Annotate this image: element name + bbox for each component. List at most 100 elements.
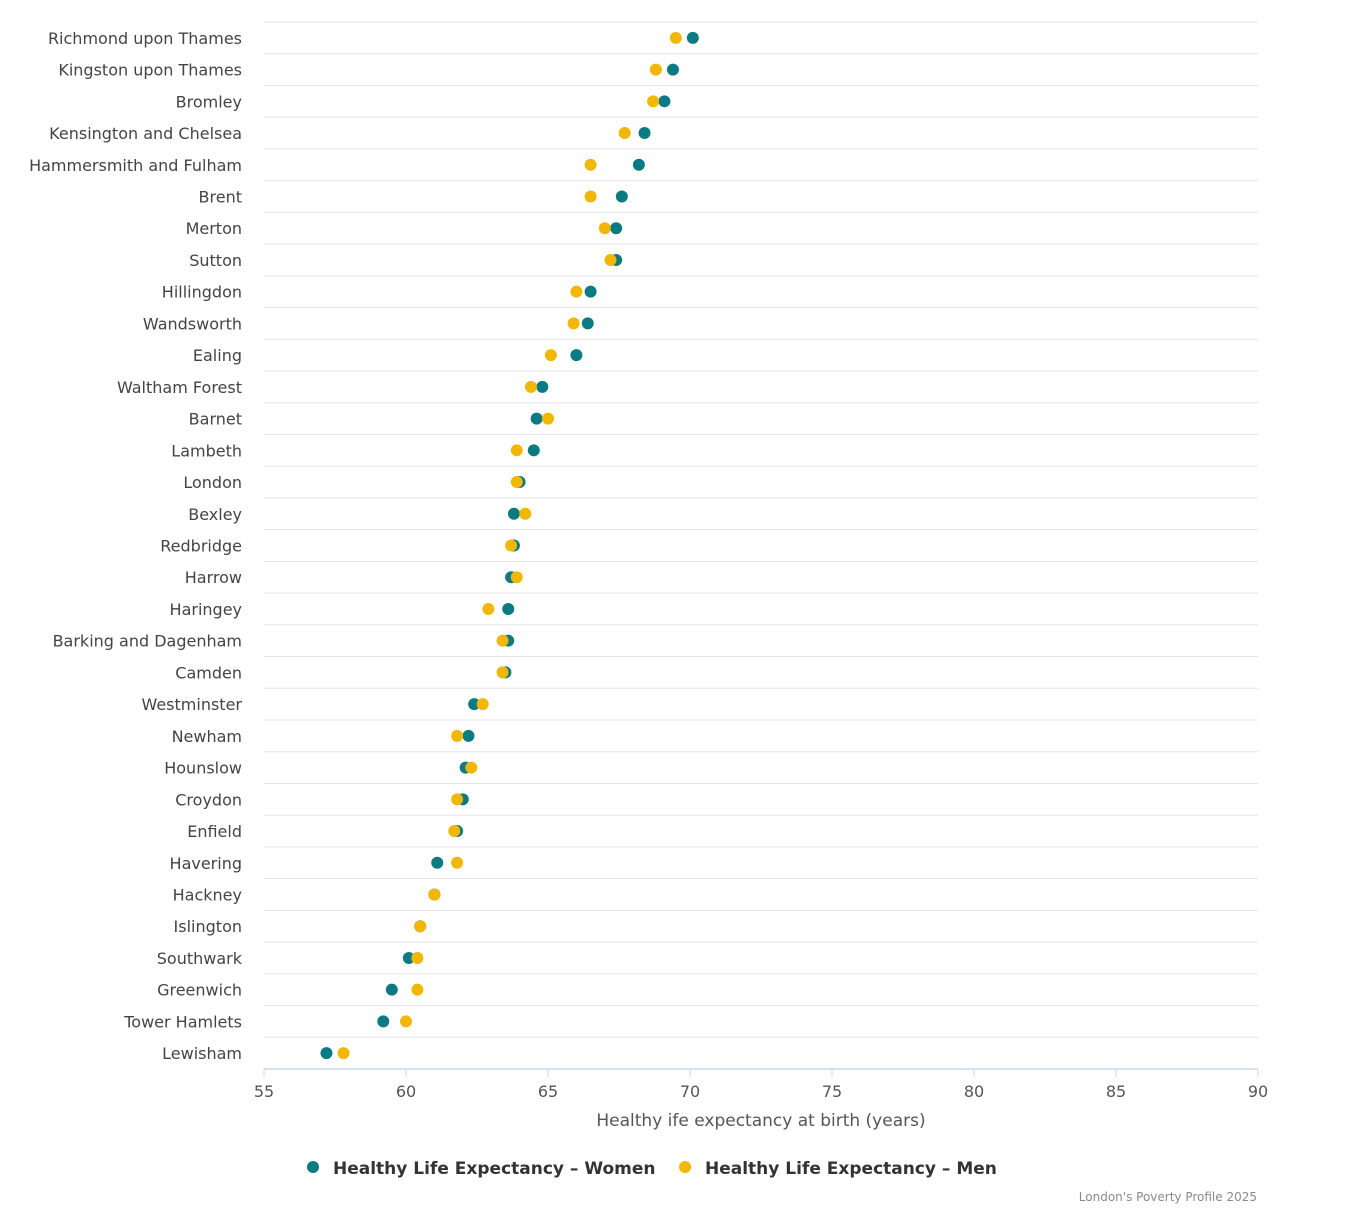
point-men[interactable] [584,158,597,171]
point-women[interactable] [377,1015,390,1028]
legend-men-label[interactable]: Healthy Life Expectancy – Men [705,1159,997,1179]
credit-text[interactable]: London's Poverty Profile 2025 [1079,1190,1257,1204]
point-women[interactable] [402,951,415,964]
point-men[interactable] [400,1015,412,1028]
point-men[interactable] [428,888,441,901]
point-men[interactable] [414,920,427,933]
category-label: Hillingdon [162,283,242,302]
point-men[interactable] [618,127,631,140]
point-women[interactable] [385,983,398,996]
category-label: Brent [199,188,242,207]
point-men[interactable] [451,856,464,869]
category-label: Kensington and Chelsea [49,124,242,143]
point-men[interactable] [647,95,660,108]
point-women[interactable] [431,856,444,869]
category-label: Hammersmith and Fulham [29,156,242,175]
point-men[interactable] [567,317,580,330]
category-label: Ealing [193,346,242,365]
point-men[interactable] [482,602,495,615]
x-axis-title: Healthy ife expectancy at birth (years) [596,1111,925,1131]
point-men[interactable] [604,253,617,266]
category-label: Newham [172,727,242,746]
legend-women-label[interactable]: Healthy Life Expectancy – Women [333,1159,656,1179]
point-men[interactable] [649,63,662,76]
point-men[interactable] [519,507,532,520]
category-label: Haringey [170,600,242,619]
point-men[interactable] [584,190,597,203]
point-men[interactable] [448,825,461,838]
point-men[interactable] [669,31,682,44]
point-men[interactable] [510,476,523,489]
point-women[interactable] [584,285,597,298]
point-women[interactable] [666,63,679,76]
point-men[interactable] [451,793,464,806]
category-label: Hounslow [164,759,242,778]
category-label: Richmond upon Thames [48,29,242,48]
point-men[interactable] [411,951,424,964]
category-label: Tower Hamlets [123,1012,242,1031]
point-women[interactable] [530,412,543,425]
point-men[interactable] [542,412,554,425]
point-men[interactable] [465,761,478,774]
point-women[interactable] [502,602,515,615]
point-women[interactable] [638,127,651,140]
category-label: Hackney [173,886,242,905]
point-men[interactable] [496,634,509,647]
category-label: Harrow [185,568,242,587]
legend-item-men[interactable]: Healthy Life Expectancy – Men [679,1159,997,1179]
category-label: Wandsworth [143,314,242,333]
point-women[interactable] [610,222,623,235]
point-women[interactable] [658,95,671,108]
category-label: Enfield [187,822,242,841]
category-label: Westminster [141,695,242,714]
point-men[interactable] [570,285,583,298]
category-labels: Richmond upon Thames Kingston upon Thames… [29,29,243,1063]
point-men[interactable] [510,444,523,457]
point-men[interactable] [496,666,509,679]
x-tick-label: 60 [396,1082,416,1101]
category-label: Camden [175,663,242,682]
point-women[interactable] [570,349,583,362]
point-women[interactable] [581,317,594,330]
point-women[interactable] [462,729,475,742]
point-women[interactable] [686,31,699,44]
category-label: Waltham Forest [117,378,242,397]
point-women[interactable] [507,507,520,520]
legend[interactable]: Healthy Life Expectancy – Women Healthy … [307,1159,997,1179]
point-men[interactable] [544,349,557,362]
point-women[interactable] [468,698,481,711]
point-women[interactable] [615,190,628,203]
x-tick-label: 65 [538,1082,558,1101]
category-label: Merton [186,219,242,238]
point-men[interactable] [476,698,489,711]
legend-men-marker [679,1161,691,1173]
grid-layer [264,21,1258,1038]
legend-women-marker [307,1161,319,1173]
x-axis: 55 60 65 70 75 80 85 90 [254,1068,1268,1101]
point-men[interactable] [505,539,518,552]
point-men[interactable] [337,1047,350,1060]
point-men[interactable] [510,571,523,584]
point-men[interactable] [451,729,464,742]
category-label: Barnet [189,410,242,429]
point-men[interactable] [411,983,424,996]
point-women[interactable] [320,1047,333,1060]
point-women[interactable] [632,158,645,171]
point-women[interactable] [536,380,549,393]
category-label: Barking and Dagenham [53,632,242,651]
category-label: Lambeth [171,441,242,460]
category-label: London [183,473,242,492]
point-women[interactable] [527,444,540,457]
point-men[interactable] [598,222,611,235]
category-label: Havering [170,854,242,873]
category-label: Redbridge [160,537,242,556]
category-label: Islington [174,917,242,936]
x-tick-label: 75 [822,1082,842,1101]
category-label: Croydon [175,790,242,809]
category-label: Southwark [157,949,243,968]
x-tick-label: 70 [680,1082,700,1101]
legend-item-women[interactable]: Healthy Life Expectancy – Women [307,1159,656,1179]
point-men[interactable] [524,380,537,393]
